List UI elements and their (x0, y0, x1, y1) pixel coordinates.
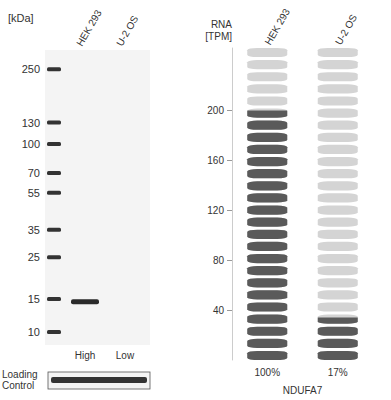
svg-text:200: 200 (207, 105, 224, 116)
svg-text:Low: Low (116, 350, 135, 361)
svg-text:Loading: Loading (2, 369, 38, 380)
svg-text:130: 130 (22, 117, 40, 129)
svg-text:15: 15 (28, 293, 40, 305)
svg-text:10: 10 (28, 326, 40, 338)
svg-text:250: 250 (22, 63, 40, 75)
svg-text:17%: 17% (328, 367, 348, 378)
svg-text:High: High (75, 350, 96, 361)
svg-text:U-2 OS: U-2 OS (114, 13, 140, 48)
svg-text:HEK 293: HEK 293 (74, 7, 104, 48)
svg-text:120: 120 (207, 205, 224, 216)
svg-text:25: 25 (28, 251, 40, 263)
svg-text:35: 35 (28, 224, 40, 236)
svg-text:40: 40 (213, 305, 225, 316)
svg-text:RNA: RNA (211, 19, 232, 30)
svg-text:70: 70 (28, 167, 40, 179)
svg-text:80: 80 (213, 255, 225, 266)
svg-text:[kDa]: [kDa] (8, 12, 34, 24)
svg-text:[TPM]: [TPM] (205, 31, 232, 42)
svg-text:Control: Control (2, 380, 34, 391)
svg-text:100%: 100% (254, 367, 280, 378)
svg-text:160: 160 (207, 155, 224, 166)
svg-text:55: 55 (28, 187, 40, 199)
svg-text:NDUFA7: NDUFA7 (283, 385, 323, 396)
svg-text:HEK 293: HEK 293 (262, 6, 292, 46)
svg-text:U-2 OS: U-2 OS (333, 12, 359, 47)
svg-text:100: 100 (22, 138, 40, 150)
